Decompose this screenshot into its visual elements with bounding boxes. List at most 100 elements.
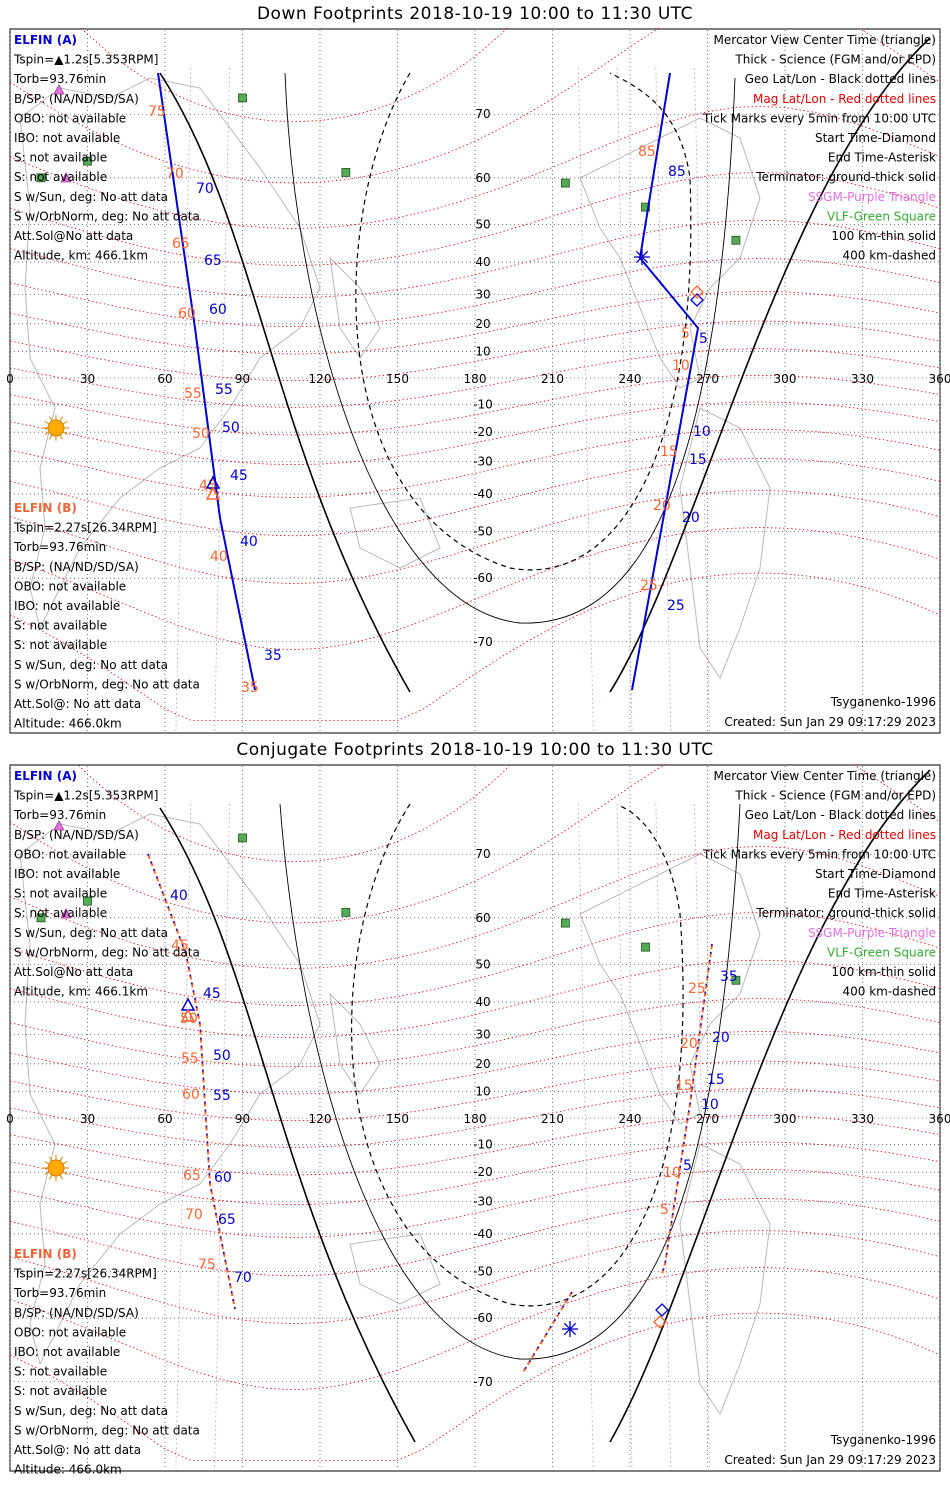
lat-tick-label: 30 (475, 288, 490, 302)
lon-tick-label: 300 (774, 372, 797, 386)
elfin-a-tick-label: 55 (213, 1088, 231, 1104)
left-info-line-b: B/SP: (NA/ND/SD/SA) (14, 560, 139, 574)
elfin-b-tick-label: 75 (148, 104, 166, 120)
vlf-station-marker (83, 156, 92, 166)
model-label: Tsyganenko-1996 (830, 1433, 936, 1447)
left-info-line-b: IBO: not available (14, 1345, 120, 1359)
vlf-station-marker (238, 93, 247, 103)
mag-parallel (9, 911, 941, 1006)
terminator-east (609, 769, 931, 1443)
mag-parallel (9, 105, 941, 229)
left-info-line-b: Tspin=2.27s[26.34RPM] (13, 521, 157, 535)
vlf-station-marker (341, 168, 351, 177)
mag-parallel (9, 258, 941, 328)
lon-tick-label: 270 (696, 372, 719, 386)
coastline (329, 256, 381, 359)
ssgm-triangle (60, 172, 72, 183)
panel-title-conjugate: Conjugate Footprints 2018-10-19 10:00 to… (236, 740, 714, 760)
lon-tick-label: 30 (80, 372, 95, 386)
elfin-a-tick-label: 60 (209, 302, 227, 318)
lat-tick-label: -10 (473, 398, 493, 412)
right-legend-line: Start Time-Diamond (815, 131, 936, 145)
sun-disc (47, 1159, 65, 1177)
elfin-b-tick-label: 5 (681, 326, 690, 342)
elfin-b-tick-label: 65 (183, 1168, 201, 1184)
elfin-b-tick-label: 55 (181, 1051, 199, 1067)
coastline (679, 1143, 771, 1416)
elfin-a-track-east (631, 72, 700, 691)
left-info-line-a: IBO: not available (14, 131, 120, 145)
left-info-line-a: S w/OrbNorm, deg: No att data (14, 945, 200, 959)
terminator-400km (351, 803, 684, 1307)
vlf-station-marker (641, 942, 650, 952)
coastline (349, 497, 441, 569)
lon-tick-label: 0 (6, 1112, 14, 1126)
lon-tick-label: 60 (157, 372, 172, 386)
elfin-a-tick-label: 15 (689, 452, 707, 468)
lat-tick-label: 20 (475, 1057, 490, 1071)
coastline (349, 1233, 441, 1305)
left-info-line-a: S: not available (14, 170, 107, 184)
mag-meridian (694, 803, 710, 1471)
elfin-a-tick-label: 50 (222, 420, 240, 436)
elfin-a-tick-label: 60 (214, 1170, 232, 1186)
lat-tick-label: -70 (473, 635, 493, 649)
coastline (19, 77, 321, 630)
footprint-map-down: 0 30 60 90 120 150 180 210 240 270 300 330 360 70 60 50… (6, 28, 950, 734)
left-info-line-a: B/SP: (NA/ND/SD/SA) (14, 828, 139, 842)
left-info-line-b: S: not available (14, 619, 107, 633)
sun-ray (44, 431, 50, 435)
mag-parallel (80, 28, 508, 123)
lon-tick-label: 60 (157, 1112, 172, 1126)
left-info-line-b: S w/Sun, deg: No att data (14, 1404, 168, 1418)
elfin-a-tick-label: 20 (712, 1030, 730, 1046)
right-legend-line: Geo Lat/Lon - Black dotted lines (745, 808, 936, 822)
right-legend-line: Start Time-Diamond (815, 867, 936, 881)
lat-tick-label: 10 (475, 344, 490, 358)
elfin-a-tick-label: 50 (213, 1048, 231, 1064)
sun-ray (49, 416, 53, 422)
left-info-line-a: S: not available (14, 887, 107, 901)
lat-tick-label: 40 (475, 995, 490, 1009)
left-info-line-b: S: not available (14, 1384, 107, 1398)
elfin-a-tick-label: 40 (240, 534, 258, 550)
lat-tick-label: -60 (473, 1311, 493, 1325)
ssgm-triangle (53, 84, 65, 95)
lat-tick-label: 60 (475, 171, 490, 185)
vlf-station-marker (731, 235, 741, 245)
center-time-triangle-b (180, 1008, 196, 1022)
elfin-b-tick-label: 5 (660, 1202, 669, 1218)
elfin-a-tick-label: 5 (699, 331, 708, 347)
right-legend-line: Geo Lat/Lon - Black dotted lines (745, 72, 936, 86)
elfin-a-tick-label: 70 (234, 1270, 252, 1286)
elfin-b-tick-label: 70 (166, 166, 184, 182)
lat-tick-label: 20 (475, 317, 490, 331)
start-diamond-a (655, 1303, 669, 1317)
sun-disc (47, 419, 65, 437)
vlf-station-marker (341, 908, 351, 917)
right-legend-line: 100 km-thin solid (831, 965, 936, 979)
sun-icon (43, 1155, 69, 1181)
lat-tick-label: -40 (473, 487, 493, 501)
sun-ray (62, 1161, 68, 1165)
lon-tick-label: 300 (774, 1112, 797, 1126)
left-info-line-a: B/SP: (NA/ND/SD/SA) (14, 92, 139, 106)
elfin-b-tick-label: 15 (675, 1078, 693, 1094)
left-info-line-a: S w/OrbNorm, deg: No att data (14, 209, 200, 223)
right-legend-line: Mag Lat/Lon - Red dotted lines (753, 828, 936, 842)
lon-tick-label: 120 (309, 372, 332, 386)
elfin-a-tick-label: 10 (701, 1097, 719, 1113)
left-info-line-b: ELFIN (B) (14, 501, 77, 515)
elfin-b-track-west (147, 853, 236, 1310)
lat-tick-label: 50 (475, 957, 490, 971)
elfin-a-tick-label: 45 (230, 468, 248, 484)
terminator-west (159, 807, 416, 1443)
start-diamond-b (690, 285, 704, 299)
right-legend-line: Thick - Science (FGM and/or EPD) (734, 789, 936, 803)
asterisk-stroke (563, 1322, 577, 1336)
right-legend-line: End Time-Asterisk (828, 887, 936, 901)
elfin-a-tick-label: 65 (204, 253, 222, 269)
vlf-station-marker (83, 896, 92, 906)
right-legend-line: VLF-Green Square (827, 945, 936, 959)
panel-title-down: Down Footprints 2018-10-19 10:00 to 11:3… (256, 4, 694, 24)
